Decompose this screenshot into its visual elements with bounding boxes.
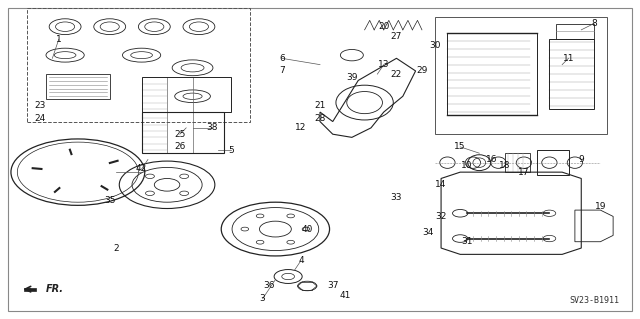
Text: 6: 6 [279,54,285,63]
Bar [537,150,568,175]
Text: 37: 37 [327,281,339,291]
Text: 10: 10 [461,161,472,170]
Text: 16: 16 [486,155,498,164]
Text: 32: 32 [435,212,447,221]
Text: 22: 22 [391,70,402,78]
Text: 20: 20 [378,22,389,31]
Text: 41: 41 [340,291,351,300]
Text: 19: 19 [595,203,606,211]
Text: 4: 4 [298,256,304,265]
Text: 11: 11 [563,54,574,63]
Polygon shape [24,287,36,291]
Text: 31: 31 [461,237,472,246]
Text: 40: 40 [301,225,313,234]
Text: 14: 14 [435,180,447,189]
Text: 42: 42 [136,165,147,174]
Bar [435,17,607,134]
Bar [505,153,531,172]
Text: 39: 39 [346,73,358,82]
Text: 24: 24 [34,114,45,123]
Text: 29: 29 [416,66,428,76]
Text: 35: 35 [104,196,115,205]
Text: 26: 26 [174,142,186,151]
Text: 8: 8 [591,19,597,28]
Text: 18: 18 [499,161,511,170]
Text: 36: 36 [263,281,275,291]
Text: 17: 17 [518,168,530,177]
Text: 13: 13 [378,60,390,69]
Text: 25: 25 [174,130,186,139]
Text: 23: 23 [34,101,45,110]
Text: SV23-B1911: SV23-B1911 [570,296,620,305]
Text: 9: 9 [579,155,584,164]
Text: 15: 15 [454,142,466,151]
Text: 38: 38 [206,123,218,132]
Text: 33: 33 [390,193,402,202]
Text: 12: 12 [295,123,307,132]
Text: FR.: FR. [46,284,64,294]
Text: 3: 3 [260,294,266,303]
Text: 1: 1 [56,35,61,44]
Text: 7: 7 [279,66,285,76]
Bar [556,24,594,39]
Text: 5: 5 [228,145,234,154]
Text: 28: 28 [314,114,326,123]
Text: 2: 2 [113,243,119,253]
Text: 34: 34 [422,228,434,237]
Text: 27: 27 [391,32,402,41]
Text: 21: 21 [314,101,326,110]
Text: 30: 30 [429,41,440,50]
